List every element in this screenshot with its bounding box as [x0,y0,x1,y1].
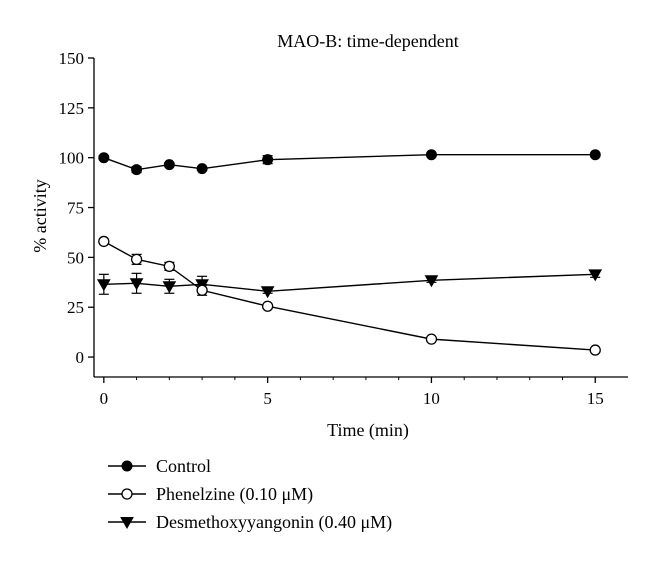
data-point [425,149,437,161]
data-point [196,284,208,296]
series-2 [96,269,603,299]
legend-marker [121,488,133,500]
legend-marker [120,517,134,530]
y-tick-label: 150 [59,49,85,68]
data-point [98,152,110,164]
legend-label: Desmethoxyyangonin (0.40 μM) [156,512,392,533]
y-tick-label: 0 [76,348,85,367]
data-point [589,344,601,356]
plot-marks [96,149,603,356]
series-0 [98,149,601,176]
x-tick-label: 15 [587,389,604,408]
legend-label: Control [156,456,211,476]
plot-axes: 0 25 50 75 100 125 150 0 5 10 15 [59,49,628,408]
series-1 [98,235,601,356]
y-axis-label: % activity [30,179,50,252]
data-point [260,286,275,299]
x-tick-label: 0 [100,389,109,408]
data-point [129,278,144,291]
data-point [131,164,143,176]
data-point [98,235,110,248]
series-line [103,273,596,292]
series-line [103,153,596,171]
data-point [163,159,175,171]
data-point [196,163,208,175]
chart-title: MAO-B: time-dependent [277,31,458,51]
legend-marker [121,460,133,472]
data-point [588,269,603,282]
series-line [103,240,596,351]
y-tick-label: 25 [67,298,84,317]
y-tick-label: 100 [59,149,85,168]
data-point [130,253,143,266]
data-point [424,275,439,288]
legend-label: Phenelzine (0.10 μM) [156,484,313,505]
data-point [425,333,438,345]
data-point [261,300,274,312]
data-point [163,260,175,272]
data-point [96,279,111,292]
x-axis-label: Time (min) [327,420,409,441]
data-point [589,149,601,161]
x-tick-label: 5 [263,389,272,408]
legend: Control Phenelzine (0.10 μM) Desmethoxyyan… [108,456,392,533]
data-point [162,281,177,294]
data-point [262,154,274,166]
y-tick-label: 75 [67,199,84,218]
x-tick-label: 10 [423,389,440,408]
y-tick-label: 125 [59,99,85,118]
y-tick-label: 50 [67,248,84,267]
